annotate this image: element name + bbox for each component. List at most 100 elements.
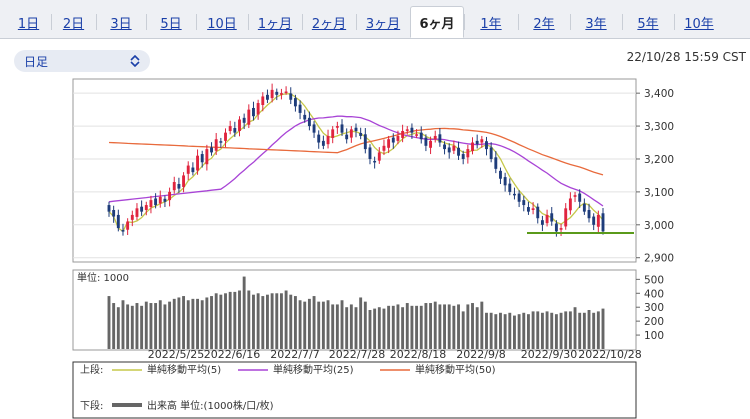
candle-body [252, 107, 255, 117]
period-tab-bar: 1日 2日 3日 5日 10日 1ヶ月 2ヶ月 3ヶ月 6ヶ月 1年 2年 3年 5年 10年 [0, 0, 750, 39]
candle [238, 116, 241, 137]
candle [121, 223, 125, 236]
volume-bar [107, 296, 111, 349]
date-axis: 2022/5/25 2022/6/16 2022/7/7 2022/7/28 2022/… [148, 348, 642, 361]
tab-12[interactable]: 3年 [585, 16, 607, 32]
volume-bar [126, 304, 130, 349]
volume-bar [522, 312, 526, 349]
candle-body [182, 175, 186, 187]
candle [545, 209, 549, 227]
volume-bar [550, 312, 554, 349]
tab-6[interactable]: 1ヶ月 [257, 16, 293, 32]
volume-bar [158, 300, 162, 349]
candle-body [564, 208, 568, 227]
candle [168, 187, 172, 207]
tab-4[interactable]: 5日 [160, 16, 182, 32]
volume-bar [349, 304, 353, 349]
tab-3[interactable]: 3日 [110, 16, 132, 32]
volume-bar [140, 305, 144, 349]
candle [419, 126, 423, 144]
volume-bar [307, 298, 311, 349]
candle [242, 113, 246, 130]
candle-body [513, 193, 516, 196]
volume-bar [238, 290, 241, 349]
tab-11[interactable]: 2年 [533, 16, 555, 32]
volume-bar [279, 293, 283, 349]
candle [368, 144, 372, 165]
volume-bar [396, 304, 400, 349]
candle-body [126, 221, 130, 230]
volume-bar [578, 312, 582, 349]
candle-body [331, 129, 335, 138]
candle-body [293, 98, 297, 107]
candle [499, 167, 502, 184]
candle-body [475, 140, 479, 145]
candle-body [443, 144, 446, 150]
candle-body [112, 209, 116, 217]
tab-8[interactable]: 3ヶ月 [365, 16, 401, 32]
volume-bar [592, 312, 596, 349]
tab-separator [570, 14, 571, 30]
volume-bar [405, 303, 409, 349]
candle [126, 218, 130, 236]
candle-body [261, 96, 265, 106]
candle-body [457, 147, 460, 156]
candle [349, 126, 353, 143]
period-select[interactable]: 日足 [14, 50, 150, 72]
price-tick-label: 3,000 [644, 220, 674, 232]
volume-bar [210, 296, 213, 349]
candle-body [550, 213, 554, 222]
candle-body [596, 214, 600, 227]
candle-body [499, 170, 502, 179]
candle [550, 207, 554, 226]
volume-bar [177, 297, 181, 349]
candle [578, 189, 582, 209]
candle [284, 86, 288, 95]
volume-bar [200, 300, 204, 349]
tab-2[interactable]: 2日 [62, 16, 85, 32]
candle-body [559, 228, 563, 230]
tab-14[interactable]: 10年 [684, 16, 714, 32]
volume-bar [256, 293, 260, 349]
tab-1[interactable]: 1日 [17, 16, 40, 32]
tab-separator [248, 14, 249, 30]
volume-bar [163, 304, 167, 349]
date-tick-label: 2022/9/8 [456, 348, 505, 361]
volume-bar [317, 301, 321, 349]
volume-unit-label: 単位: 1000 [77, 271, 129, 284]
candle [289, 87, 293, 105]
date-tick-label: 2022/9/30 [521, 348, 577, 361]
price-tick-label: 3,400 [644, 88, 674, 100]
candle-body [410, 127, 414, 133]
volume-bar [391, 305, 395, 349]
candle-body [396, 135, 400, 141]
volume-bar [377, 307, 381, 349]
volume-panel-frame [72, 269, 637, 351]
volume-bar [228, 291, 232, 349]
candle-body [349, 129, 353, 138]
candle [107, 201, 111, 217]
candle [582, 198, 586, 215]
volume-bar [172, 298, 176, 349]
tab-10[interactable]: 1年 [480, 16, 502, 32]
volume-bar [326, 300, 330, 349]
tab-separator [356, 14, 357, 30]
candle [307, 111, 311, 131]
candle [335, 121, 339, 134]
tab-9[interactable]: 6ヶ月 [410, 6, 464, 38]
tab-5[interactable]: 10日 [207, 16, 237, 32]
volume-tick-label: 100 [644, 330, 664, 342]
tab-separator [96, 14, 97, 30]
candle [345, 128, 349, 144]
volume-bar [601, 308, 605, 349]
tab-13[interactable]: 5年 [637, 16, 659, 32]
tab-7[interactable]: 2ヶ月 [311, 16, 347, 32]
candle [214, 132, 218, 156]
volume-bar [270, 293, 274, 349]
volume-bar [303, 301, 307, 349]
candle [559, 223, 563, 236]
candle [312, 121, 316, 138]
candle-body [177, 183, 181, 189]
volume-bar [261, 296, 265, 349]
